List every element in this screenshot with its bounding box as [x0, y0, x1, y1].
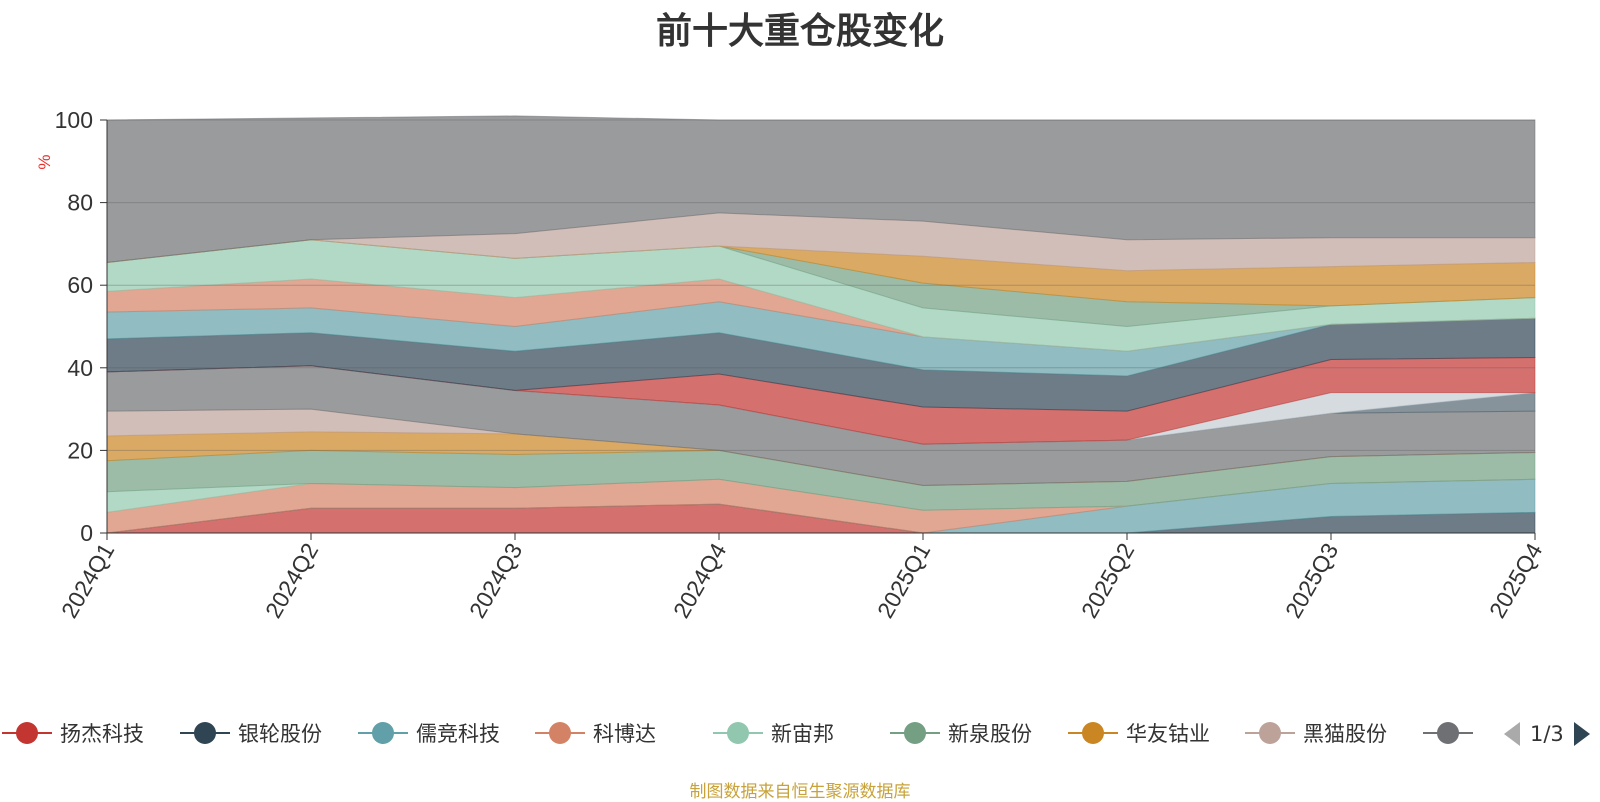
legend-marker-icon — [890, 722, 940, 744]
y-tick-label: 80 — [67, 190, 93, 216]
y-tick-label: 20 — [67, 437, 93, 463]
x-tick-label: 2024Q1 — [56, 539, 119, 623]
legend-next-arrow-icon[interactable] — [1570, 720, 1594, 748]
legend-label: 新宙邦 — [771, 722, 834, 746]
legend-item[interactable]: 银轮股份 — [178, 715, 322, 751]
legend-marker-icon — [180, 722, 230, 744]
legend-page-indicator: 1/3 — [1530, 722, 1564, 746]
data-source-note: 制图数据来自恒生聚源数据库 — [689, 782, 911, 802]
grid-lines — [107, 119, 1535, 451]
legend-item[interactable]: 儒竞科技 — [356, 715, 500, 751]
legend-item[interactable]: 宁德时代 — [1421, 715, 1480, 751]
area-series-20 — [106, 115, 1536, 264]
legend-label: 儒竞科技 — [416, 722, 500, 746]
legend-label: 新泉股份 — [948, 722, 1032, 746]
legend-label: 银轮股份 — [238, 722, 322, 746]
legend-marker-icon — [1423, 722, 1473, 744]
legend-prev-arrow-icon[interactable] — [1500, 720, 1524, 748]
legend-item[interactable]: 黑猫股份 — [1243, 715, 1387, 751]
x-tick-label: 2024Q2 — [260, 539, 323, 623]
y-tick-label: 0 — [80, 520, 93, 546]
chart-title: 前十大重仓股变化 — [655, 11, 944, 52]
legend-marker-icon — [1245, 722, 1295, 744]
y-tick-label: 100 — [55, 107, 93, 133]
legend-item[interactable]: 扬杰科技 — [0, 715, 144, 751]
legend-marker-icon — [1068, 722, 1118, 744]
x-tick-label: 2025Q1 — [872, 539, 935, 623]
y-tick-label: 60 — [67, 272, 93, 298]
y-tick-label: 40 — [67, 355, 93, 381]
legend-item[interactable]: 华友钴业 — [1066, 715, 1210, 751]
legend-marker-icon — [535, 722, 585, 744]
x-tick-label: 2024Q3 — [464, 539, 527, 623]
legend-marker-icon — [713, 722, 763, 744]
x-tick-label: 2024Q4 — [668, 538, 732, 622]
legend-label: 华友钴业 — [1126, 722, 1210, 746]
legend-marker-icon — [2, 722, 52, 744]
legend-label: 科博达 — [593, 722, 656, 746]
legend-item[interactable]: 新泉股份 — [888, 715, 1032, 751]
legend-item[interactable]: 科博达 — [533, 715, 656, 751]
x-tick-label: 2025Q2 — [1076, 539, 1139, 623]
legend: 扬杰科技 银轮股份 儒竞科技 科博达 新宙邦 新泉股份 华友钴业 黑猫股份 宁德时代 — [0, 715, 1480, 751]
x-tick-label: 2025Q3 — [1280, 539, 1343, 623]
legend-label: 扬杰科技 — [60, 722, 144, 746]
legend-label: 黑猫股份 — [1303, 722, 1387, 746]
legend-item[interactable]: 新宙邦 — [711, 715, 834, 751]
stacked-areas — [106, 115, 1536, 534]
legend-pager: 1/3 — [1500, 718, 1594, 750]
y-axis-label: % — [35, 154, 54, 169]
legend-marker-icon — [358, 722, 408, 744]
x-tick-label: 2025Q4 — [1484, 538, 1548, 622]
